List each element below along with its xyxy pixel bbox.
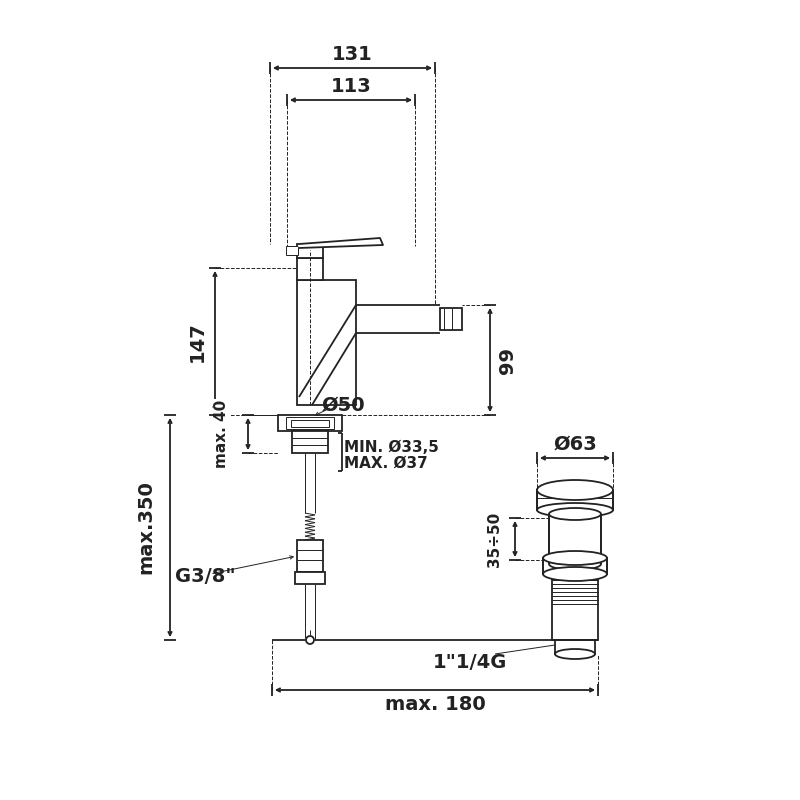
Text: 35÷50: 35÷50 <box>487 511 502 566</box>
Text: 99: 99 <box>498 346 518 374</box>
Text: G3/8": G3/8" <box>175 566 236 586</box>
Text: Ø63: Ø63 <box>553 434 597 454</box>
Bar <box>555 640 595 654</box>
Circle shape <box>306 636 314 644</box>
Bar <box>295 572 325 584</box>
Bar <box>286 246 298 255</box>
Ellipse shape <box>537 503 613 517</box>
Text: Ø50: Ø50 <box>322 395 366 414</box>
Text: 131: 131 <box>332 45 373 63</box>
Text: MIN. Ø33,5: MIN. Ø33,5 <box>344 439 439 454</box>
Polygon shape <box>299 238 383 248</box>
Ellipse shape <box>549 558 601 570</box>
Bar <box>297 244 323 258</box>
Text: 113: 113 <box>330 77 371 95</box>
Bar <box>440 308 462 330</box>
Bar <box>297 280 356 405</box>
Bar <box>549 514 601 564</box>
Ellipse shape <box>549 508 601 520</box>
Bar <box>286 417 334 429</box>
Text: 1"1/4G: 1"1/4G <box>433 653 507 671</box>
Text: max. 40: max. 40 <box>214 400 230 468</box>
Ellipse shape <box>543 551 607 565</box>
Bar <box>543 558 607 574</box>
Text: max. 180: max. 180 <box>385 694 486 714</box>
Ellipse shape <box>555 649 595 659</box>
Text: MAX. Ø37: MAX. Ø37 <box>344 455 428 470</box>
Bar <box>291 420 329 427</box>
Bar <box>552 576 598 640</box>
Bar <box>537 490 613 510</box>
Text: max.350: max.350 <box>137 481 155 574</box>
Ellipse shape <box>537 480 613 500</box>
Bar <box>297 540 323 572</box>
Text: 147: 147 <box>187 321 206 362</box>
Bar <box>278 415 342 431</box>
Bar <box>297 258 323 280</box>
Ellipse shape <box>543 567 607 581</box>
Bar <box>292 431 328 453</box>
